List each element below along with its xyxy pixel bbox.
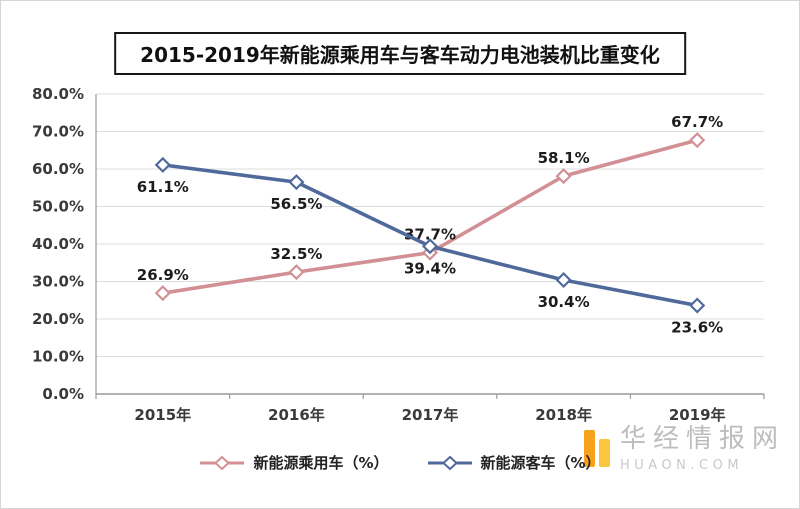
y-axis-tick-label: 70.0% xyxy=(32,123,84,141)
data-label: 56.5% xyxy=(270,195,322,213)
marker-diamond-icon xyxy=(555,168,572,185)
chart-title: 2015-2019年新能源乘用车与客车动力电池装机比重变化 xyxy=(114,32,686,75)
data-label: 32.5% xyxy=(270,245,322,263)
chart-legend: 新能源乘用车（%） 新能源客车（%） xyxy=(1,452,799,473)
legend-item-passenger: 新能源乘用车（%） xyxy=(199,452,389,473)
y-axis-tick-label: 50.0% xyxy=(32,198,84,216)
marker-diamond-icon xyxy=(689,132,706,149)
x-axis-category-label: 2016年 xyxy=(268,406,325,424)
legend-swatch-bus-icon xyxy=(427,455,472,470)
y-axis-tick-label: 10.0% xyxy=(32,348,84,366)
data-label: 61.1% xyxy=(137,178,189,196)
data-label: 23.6% xyxy=(671,319,723,337)
marker-diamond-icon xyxy=(555,271,572,289)
y-axis-tick-label: 60.0% xyxy=(32,160,84,178)
marker-diamond-icon xyxy=(154,285,171,302)
logo-bar-short xyxy=(598,439,610,467)
watermark-domain: HUAON.COM xyxy=(619,457,744,473)
data-label: 26.9% xyxy=(137,266,189,284)
watermark-name: 华经情报网 xyxy=(619,424,785,454)
y-axis-tick-label: 80.0% xyxy=(32,85,84,103)
marker-diamond-icon xyxy=(288,264,305,281)
marker-diamond-icon xyxy=(689,297,706,314)
data-label: 67.7% xyxy=(671,113,723,131)
x-axis-category-label: 2018年 xyxy=(535,406,592,424)
legend-swatch-passenger-icon xyxy=(200,455,245,470)
marker-diamond-icon xyxy=(154,156,171,173)
y-axis-tick-label: 40.0% xyxy=(32,235,84,253)
data-label: 39.4% xyxy=(404,259,456,277)
y-axis-tick-label: 30.0% xyxy=(32,273,84,291)
logo-bar-tall xyxy=(583,430,595,467)
x-axis-category-label: 2017年 xyxy=(402,406,459,424)
legend-item-bus: 新能源客车（%） xyxy=(427,452,601,473)
marker-diamond-icon xyxy=(288,174,305,191)
x-axis-category-label: 2015年 xyxy=(134,406,191,424)
y-axis-tick-label: 20.0% xyxy=(32,310,84,328)
data-label: 30.4% xyxy=(538,293,590,311)
watermark: 华经情报网 HUAON.COM xyxy=(583,425,785,473)
legend-label-passenger: 新能源乘用车（%） xyxy=(253,454,389,472)
watermark-text: 华经情报网 HUAON.COM xyxy=(620,425,785,473)
y-axis-tick-label: 0.0% xyxy=(42,385,84,403)
legend-label-bus: 新能源客车（%） xyxy=(480,454,601,472)
marker-diamond-icon xyxy=(421,238,439,255)
x-axis-category-label: 2019年 xyxy=(669,406,726,424)
data-label: 58.1% xyxy=(538,149,590,167)
huaon-logo-icon xyxy=(583,425,610,467)
